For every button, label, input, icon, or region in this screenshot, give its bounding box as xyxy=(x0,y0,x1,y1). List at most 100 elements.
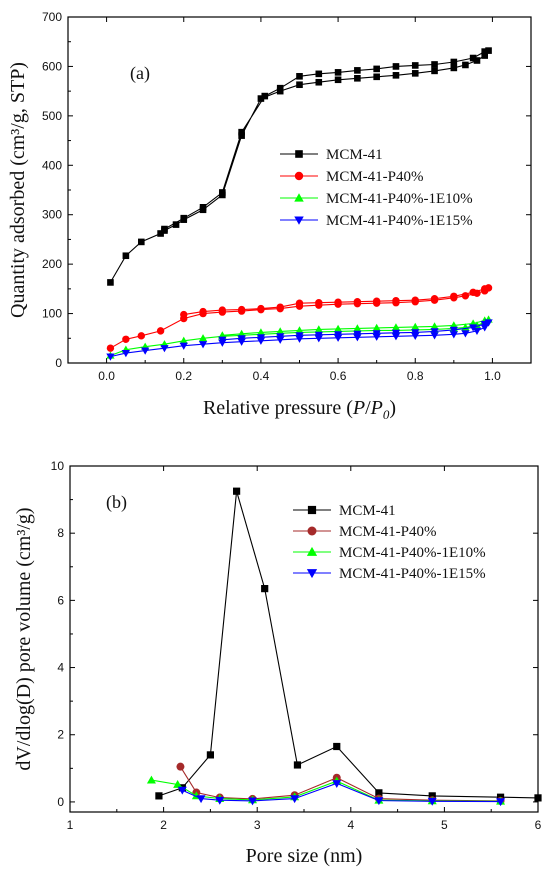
data-point xyxy=(392,297,400,305)
data-point xyxy=(333,742,341,751)
data-point xyxy=(155,792,163,800)
data-point xyxy=(237,305,246,314)
data-point xyxy=(411,329,420,337)
data-point xyxy=(156,327,165,335)
data-point xyxy=(450,58,458,66)
data-point xyxy=(354,67,361,74)
data-point xyxy=(290,795,300,804)
y-tick-label: 0 xyxy=(57,795,64,809)
y-tick-label: 700 xyxy=(42,10,62,24)
x-tick-label: 6 xyxy=(535,818,542,832)
series-line xyxy=(110,318,489,357)
legend-marker xyxy=(294,216,304,225)
data-point xyxy=(449,331,458,339)
legend-marker xyxy=(294,193,304,202)
data-point xyxy=(372,330,381,338)
data-point xyxy=(372,297,381,305)
data-point xyxy=(293,761,302,769)
data-point xyxy=(206,751,214,759)
data-point xyxy=(176,762,185,771)
data-point xyxy=(332,780,342,788)
panel-label: (a) xyxy=(130,63,150,84)
data-point xyxy=(256,328,266,336)
legend-marker xyxy=(306,546,318,556)
data-point xyxy=(107,279,114,286)
x-tick-label: 5 xyxy=(441,818,448,832)
series-MCM-41-P40% xyxy=(106,284,493,352)
data-point xyxy=(375,789,383,797)
x-tick-label: 1.0 xyxy=(484,369,501,383)
data-point xyxy=(430,295,439,303)
data-point xyxy=(449,326,458,335)
legend-label: MCM-41 xyxy=(339,503,396,519)
data-point xyxy=(215,796,225,805)
data-point xyxy=(430,322,439,330)
data-point xyxy=(334,298,342,306)
series-MCM-41 xyxy=(107,47,492,286)
x-tick-label: 0.6 xyxy=(330,369,347,383)
data-point xyxy=(450,64,458,72)
y-tick-label: 6 xyxy=(57,593,64,607)
data-point xyxy=(180,310,188,319)
data-point xyxy=(450,292,458,300)
panel-label: (b) xyxy=(106,492,127,513)
data-point xyxy=(485,47,492,54)
data-point xyxy=(218,306,227,314)
data-point xyxy=(218,331,227,339)
data-point xyxy=(261,92,269,100)
y-tick-label: 200 xyxy=(42,257,62,271)
data-point xyxy=(373,65,380,73)
data-point xyxy=(238,132,245,139)
data-point xyxy=(353,330,362,338)
data-point xyxy=(315,78,323,86)
data-point xyxy=(157,230,164,237)
data-point xyxy=(237,329,246,337)
data-point xyxy=(315,298,323,307)
data-point xyxy=(461,330,470,338)
data-point xyxy=(534,794,542,802)
data-point xyxy=(334,76,342,84)
data-point xyxy=(122,335,130,343)
data-point xyxy=(248,797,258,806)
y-tick-label: 8 xyxy=(57,526,64,540)
data-point xyxy=(481,52,488,59)
y-axis-title: Quantity adsorbed (cm³/g, STP) xyxy=(7,62,29,318)
data-point xyxy=(106,353,115,361)
data-point xyxy=(469,54,477,62)
data-point xyxy=(238,128,245,136)
chart-panel-1: 1 2 3 4 5 6 0 2 4 6 8 10 Pore size (nm) dV/dlog(D) po… xyxy=(13,459,542,867)
data-point xyxy=(172,221,180,228)
data-point xyxy=(431,67,438,75)
plot-frame xyxy=(69,465,539,813)
data-point xyxy=(462,61,469,69)
x-tick-label: 0.2 xyxy=(175,369,192,383)
data-point xyxy=(373,73,380,81)
data-point xyxy=(295,332,304,340)
data-point xyxy=(196,795,206,804)
data-point xyxy=(411,322,420,331)
legend-marker xyxy=(307,526,317,536)
data-point xyxy=(334,69,342,76)
data-point xyxy=(219,189,226,196)
data-point xyxy=(233,487,241,495)
data-point xyxy=(218,336,227,344)
data-point xyxy=(411,70,419,77)
y-tick-label: 4 xyxy=(57,661,64,675)
data-point xyxy=(177,786,187,795)
x-axis-title: Pore size (nm) xyxy=(246,845,363,867)
data-point xyxy=(146,775,156,784)
y-tick-label: 300 xyxy=(42,208,62,222)
data-point xyxy=(496,798,506,807)
data-point xyxy=(138,238,145,246)
data-point xyxy=(431,61,438,68)
series-MCM-41-P40%-1E15% xyxy=(177,780,506,807)
data-point xyxy=(427,797,437,806)
data-point xyxy=(353,298,362,306)
x-tick-label: 3 xyxy=(254,818,261,832)
data-point xyxy=(480,320,489,329)
x-axis-title: Relative pressure (P/P0) xyxy=(203,397,396,422)
data-point xyxy=(392,72,400,79)
data-point xyxy=(354,74,361,82)
data-point xyxy=(179,336,188,344)
